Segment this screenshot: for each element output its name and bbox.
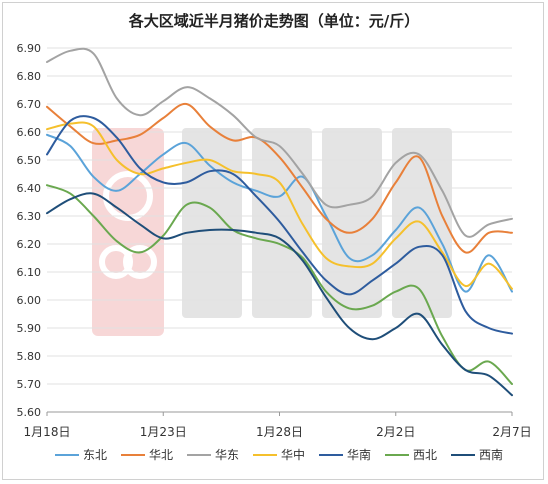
legend-label: 华南 bbox=[347, 447, 371, 462]
y-tick-label: 6.10 bbox=[17, 266, 42, 279]
legend-label: 华北 bbox=[149, 448, 173, 462]
x-tick-label: 1月18日 bbox=[24, 425, 71, 439]
y-tick-label: 5.80 bbox=[17, 350, 42, 363]
x-tick-label: 2月7日 bbox=[492, 425, 531, 439]
legend-label: 西南 bbox=[479, 447, 503, 462]
y-tick-label: 6.40 bbox=[17, 182, 42, 195]
y-tick-label: 6.20 bbox=[17, 238, 42, 251]
series-line-0 bbox=[46, 133, 513, 293]
series-line-5 bbox=[46, 184, 513, 385]
series-line-3 bbox=[46, 121, 513, 290]
series-line-6 bbox=[46, 192, 513, 397]
y-tick-label: 6.50 bbox=[17, 154, 42, 167]
y-tick-label: 5.60 bbox=[17, 406, 42, 419]
x-tick-label: 1月28日 bbox=[256, 425, 303, 439]
legend-label: 东北 bbox=[83, 448, 107, 462]
y-tick-label: 5.70 bbox=[17, 378, 42, 391]
y-tick-label: 6.30 bbox=[17, 210, 42, 223]
legend-label: 西北 bbox=[413, 448, 437, 462]
chart-title: 各大区域近半月猪价走势图（单位：元/斤） bbox=[128, 12, 420, 30]
y-tick-label: 6.90 bbox=[17, 42, 42, 55]
series-line-1 bbox=[46, 102, 513, 254]
series-line-2 bbox=[46, 47, 513, 238]
legend-label: 华东 bbox=[215, 448, 239, 462]
series-line-4 bbox=[46, 115, 513, 335]
y-tick-label: 6.80 bbox=[17, 70, 42, 83]
x-tick-label: 1月23日 bbox=[140, 425, 187, 439]
y-tick-label: 6.70 bbox=[17, 98, 42, 111]
y-tick-label: 5.90 bbox=[17, 322, 42, 335]
y-tick-label: 6.60 bbox=[17, 126, 42, 139]
legend-label: 华中 bbox=[281, 447, 305, 462]
x-tick-label: 2月2日 bbox=[376, 425, 415, 439]
y-tick-label: 6.00 bbox=[17, 294, 42, 307]
